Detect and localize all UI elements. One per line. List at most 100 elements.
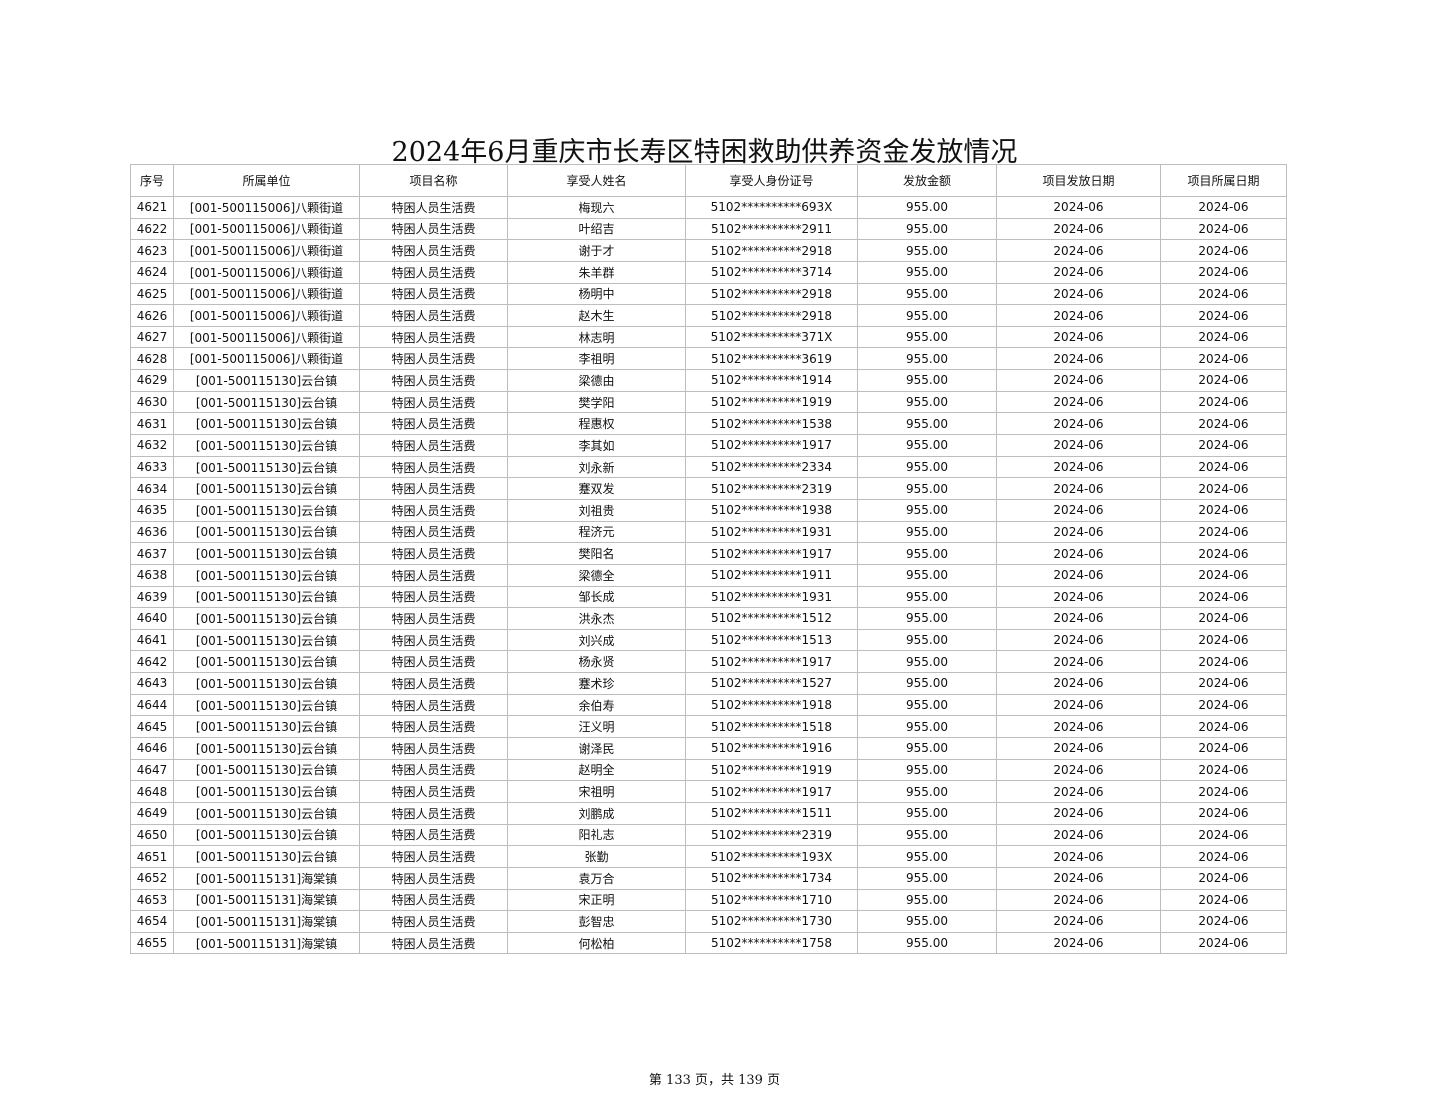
cell-project-name: 特困人员生活费 <box>359 412 508 436</box>
cell-index: 4655 <box>130 931 174 955</box>
table-row: 4633 [001-500115130]云台镇 特困人员生活费 刘永新 5102****… <box>130 455 1287 479</box>
cell-project-name: 特困人员生活费 <box>359 325 508 349</box>
cell-period-date: 2024-06 <box>1160 585 1287 609</box>
cell-id-number: 5102**********3619 <box>685 347 858 371</box>
cell-id-number: 5102**********1917 <box>685 434 858 457</box>
cell-recipient-name: 刘祖贵 <box>507 498 686 522</box>
cell-amount: 955.00 <box>857 845 997 868</box>
cell-id-number: 5102**********2918 <box>685 239 858 262</box>
cell-project-name: 特困人员生活费 <box>359 217 508 241</box>
cell-amount: 955.00 <box>857 628 997 652</box>
table-row: 4655 [001-500115131]海棠镇 特困人员生活费 何松柏 5102****… <box>130 931 1287 955</box>
cell-unit: [001-500115130]云台镇 <box>173 563 360 587</box>
cell-unit: [001-500115130]云台镇 <box>173 845 360 868</box>
cell-recipient-name: 朱羊群 <box>507 260 686 284</box>
cell-unit: [001-500115130]云台镇 <box>173 412 360 436</box>
cell-recipient-name: 樊学阳 <box>507 390 686 414</box>
cell-index: 4637 <box>130 542 174 565</box>
cell-recipient-name: 叶绍吉 <box>507 217 686 241</box>
cell-index: 4621 <box>130 196 174 219</box>
cell-id-number: 5102**********2319 <box>685 823 858 847</box>
cell-recipient-name: 何松柏 <box>507 931 686 955</box>
cell-amount: 955.00 <box>857 325 997 349</box>
cell-amount: 955.00 <box>857 585 997 609</box>
table-row: 4622 [001-500115006]八颗街道 特困人员生活费 叶绍吉 5102***… <box>130 217 1287 241</box>
cell-unit: [001-500115006]八颗街道 <box>173 239 360 262</box>
cell-index: 4634 <box>130 477 174 500</box>
cell-recipient-name: 谢泽民 <box>507 737 686 760</box>
cell-payment-date: 2024-06 <box>996 888 1161 912</box>
cell-payment-date: 2024-06 <box>996 563 1161 587</box>
cell-index: 4644 <box>130 693 174 717</box>
cell-project-name: 特困人员生活费 <box>359 520 508 544</box>
cell-period-date: 2024-06 <box>1160 282 1287 306</box>
cell-unit: [001-500115130]云台镇 <box>173 823 360 847</box>
cell-project-name: 特困人员生活费 <box>359 282 508 306</box>
cell-payment-date: 2024-06 <box>996 672 1161 695</box>
cell-payment-date: 2024-06 <box>996 780 1161 803</box>
cell-recipient-name: 谢于才 <box>507 239 686 262</box>
cell-period-date: 2024-06 <box>1160 412 1287 436</box>
cell-project-name: 特困人员生活费 <box>359 239 508 262</box>
cell-index: 4632 <box>130 434 174 457</box>
header-project-name: 项目名称 <box>359 164 508 197</box>
cell-project-name: 特困人员生活费 <box>359 715 508 739</box>
cell-amount: 955.00 <box>857 477 997 500</box>
cell-payment-date: 2024-06 <box>996 325 1161 349</box>
cell-period-date: 2024-06 <box>1160 845 1287 868</box>
cell-unit: [001-500115130]云台镇 <box>173 390 360 414</box>
cell-unit: [001-500115006]八颗街道 <box>173 325 360 349</box>
cell-unit: [001-500115130]云台镇 <box>173 585 360 609</box>
cell-amount: 955.00 <box>857 910 997 933</box>
cell-amount: 955.00 <box>857 260 997 284</box>
cell-payment-date: 2024-06 <box>996 196 1161 219</box>
table-row: 4636 [001-500115130]云台镇 特困人员生活费 程济元 5102****… <box>130 520 1287 544</box>
cell-project-name: 特困人员生活费 <box>359 304 508 327</box>
cell-unit: [001-500115130]云台镇 <box>173 672 360 695</box>
cell-unit: [001-500115130]云台镇 <box>173 780 360 803</box>
cell-period-date: 2024-06 <box>1160 737 1287 760</box>
cell-payment-date: 2024-06 <box>996 758 1161 782</box>
cell-recipient-name: 宋正明 <box>507 888 686 912</box>
cell-payment-date: 2024-06 <box>996 477 1161 500</box>
cell-index: 4629 <box>130 369 174 392</box>
cell-id-number: 5102**********3714 <box>685 260 858 284</box>
cell-period-date: 2024-06 <box>1160 347 1287 371</box>
cell-amount: 955.00 <box>857 780 997 803</box>
table-row: 4623 [001-500115006]八颗街道 特困人员生活费 谢于才 5102***… <box>130 239 1287 262</box>
cell-recipient-name: 李其如 <box>507 434 686 457</box>
cell-amount: 955.00 <box>857 672 997 695</box>
cell-id-number: 5102**********1730 <box>685 910 858 933</box>
cell-recipient-name: 汪义明 <box>507 715 686 739</box>
cell-recipient-name: 阳礼志 <box>507 823 686 847</box>
cell-payment-date: 2024-06 <box>996 585 1161 609</box>
cell-unit: [001-500115130]云台镇 <box>173 542 360 565</box>
header-payment-date: 项目发放日期 <box>996 164 1161 197</box>
disbursement-table: 序号 所属单位 项目名称 享受人姓名 享受人身份证号 发放金额 项目发放日期 项… <box>130 164 1287 955</box>
cell-recipient-name: 程惠权 <box>507 412 686 436</box>
cell-period-date: 2024-06 <box>1160 455 1287 479</box>
cell-id-number: 5102**********1931 <box>685 520 858 544</box>
cell-amount: 955.00 <box>857 931 997 955</box>
cell-id-number: 5102**********1917 <box>685 542 858 565</box>
cell-index: 4647 <box>130 758 174 782</box>
cell-unit: [001-500115130]云台镇 <box>173 369 360 392</box>
cell-unit: [001-500115131]海棠镇 <box>173 866 360 890</box>
cell-index: 4642 <box>130 650 174 674</box>
cell-project-name: 特困人员生活费 <box>359 693 508 717</box>
table-row: 4626 [001-500115006]八颗街道 特困人员生活费 赵木生 5102***… <box>130 304 1287 327</box>
cell-amount: 955.00 <box>857 866 997 890</box>
cell-id-number: 5102**********1911 <box>685 563 858 587</box>
cell-period-date: 2024-06 <box>1160 715 1287 739</box>
cell-index: 4641 <box>130 628 174 652</box>
cell-amount: 955.00 <box>857 196 997 219</box>
cell-index: 4624 <box>130 260 174 284</box>
table-row: 4637 [001-500115130]云台镇 特困人员生活费 樊阳名 5102****… <box>130 542 1287 565</box>
cell-unit: [001-500115006]八颗街道 <box>173 304 360 327</box>
cell-project-name: 特困人员生活费 <box>359 607 508 630</box>
table-row: 4639 [001-500115130]云台镇 特困人员生活费 邹长成 5102****… <box>130 585 1287 609</box>
cell-index: 4626 <box>130 304 174 327</box>
cell-recipient-name: 彭智忠 <box>507 910 686 933</box>
cell-period-date: 2024-06 <box>1160 260 1287 284</box>
table-row: 4635 [001-500115130]云台镇 特困人员生活费 刘祖贵 5102****… <box>130 498 1287 522</box>
